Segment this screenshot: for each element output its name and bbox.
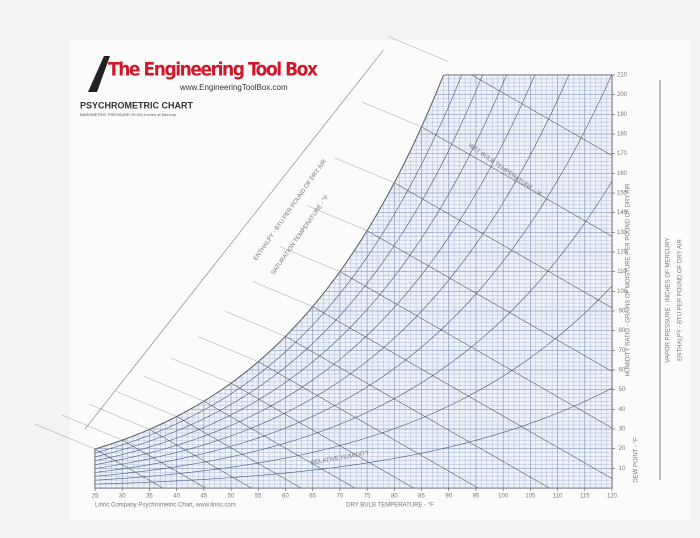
enthalpy-tick [170,357,232,384]
enthalpy-tick [361,101,422,128]
y-tick-label: 20 [619,446,626,452]
x-tick-label: 25 [92,494,99,500]
rh-curve [95,181,612,477]
x-tick-label: 65 [309,494,316,500]
enthalpy-tick [116,391,177,417]
y-tick-label: 210 [617,73,628,79]
x-tick-label: 50 [228,494,235,500]
rh-curve [95,285,612,481]
y-tick-label: 100 [617,289,628,295]
y-tick-label: 160 [617,171,628,177]
rh-curve [95,75,612,454]
x-tick-label: 110 [553,494,563,500]
brand: The Engineering Tool Box [108,59,318,81]
enthalpy-tick [89,404,150,430]
x-tick-label: 90 [445,494,452,500]
y-tick-label: 110 [617,269,627,275]
annotation: VAPOR PRESSURE - INCHES OF MERCURY [666,237,672,362]
logo-icon [88,56,110,92]
x-tick-label: 40 [173,494,180,500]
enthalpy-tick [62,414,123,441]
y-tick-label: 40 [619,407,626,413]
x-tick-label: 115 [580,494,590,500]
wet-bulb-line [203,401,355,488]
brand-url: www.EngineeringToolBox.com [179,83,288,92]
y-tick-label: 170 [617,151,628,157]
enthalpy-scale [84,49,384,430]
y-tick-label: 120 [617,250,628,256]
enthalpy-tick [198,336,259,362]
y-tick-label: 190 [617,112,628,118]
wet-bulb-line [230,382,414,488]
rh-curve [95,75,612,469]
wet-bulb-line [285,336,550,488]
wet-bulb-line [122,439,206,488]
x-tick-label: 95 [473,494,480,500]
enthalpy-tick [225,311,286,337]
x-tick-label: 30 [119,494,126,500]
y-tick-label: 130 [617,230,628,236]
y-tick-label: 30 [619,427,626,433]
x-axis-label: DRY BULB TEMPERATURE - °F [346,503,434,509]
enthalpy-tick [143,376,204,402]
wet-bulb-line [448,75,612,488]
wet-bulb-line [258,361,479,488]
x-tick-label: 60 [282,494,289,500]
y-tick-label: 140 [617,210,628,216]
wet-bulb-line [394,182,612,488]
wet-bulb-line [95,448,163,488]
wet-bulb-line [366,230,612,488]
enthalpy-tick [252,281,313,307]
rh-curve [95,387,612,485]
enthalpy-tick [334,157,395,183]
y-tick-label: 50 [619,387,626,393]
enthalpy-tick [307,205,368,231]
wet-bulb-line [176,416,302,488]
chart-title: PSYCHROMETRIC CHART [80,100,194,110]
x-tick-label: 105 [525,494,536,500]
y-tick-label: 90 [619,309,626,315]
x-tick-label: 100 [498,494,509,500]
y-tick-label: 200 [617,92,628,98]
y-tick-label: 80 [619,328,626,334]
x-tick-label: 80 [391,494,398,500]
y-tick-label: 150 [617,191,628,197]
wet-bulb-line [339,271,612,488]
chart-subtitle: BAROMETRIC PRESSURE 29.921 Inches of Mer… [80,112,176,117]
x-tick-label: 70 [337,494,344,500]
rh-curve [95,75,612,473]
enthalpy-tick [279,246,340,272]
wet-bulb-line [149,429,252,488]
x-tick-label: 35 [146,494,153,500]
rh-curve [95,75,612,465]
wet-bulb-line [421,126,612,488]
x-tick-label: 55 [255,494,262,500]
x-tick-label: 120 [607,494,618,500]
x-tick-label: 75 [364,494,371,500]
rh-curve [95,75,612,458]
x-tick-label: 85 [418,494,425,500]
rh-curve [95,75,612,462]
x-tick-label: 45 [200,494,207,500]
y-tick-label: 70 [619,348,626,354]
annotation: ENTHALPY - BTU PER POUND OF DRY AIR [678,238,684,360]
y-tick-label: 10 [619,466,626,472]
wet-bulb-line [312,306,612,488]
y-tick-label: 180 [617,132,628,138]
y-axis-label: HUMIDITY RATIO - GRAINS OF MOISTURE PER … [626,183,632,377]
enthalpy-tick [388,36,449,62]
enthalpy-tick [34,423,96,450]
annotation: DEW POINT - °F [634,437,640,483]
footer: Linric Company Psychrometric Chart, www.… [95,503,236,509]
y-tick-label: 60 [619,368,626,374]
